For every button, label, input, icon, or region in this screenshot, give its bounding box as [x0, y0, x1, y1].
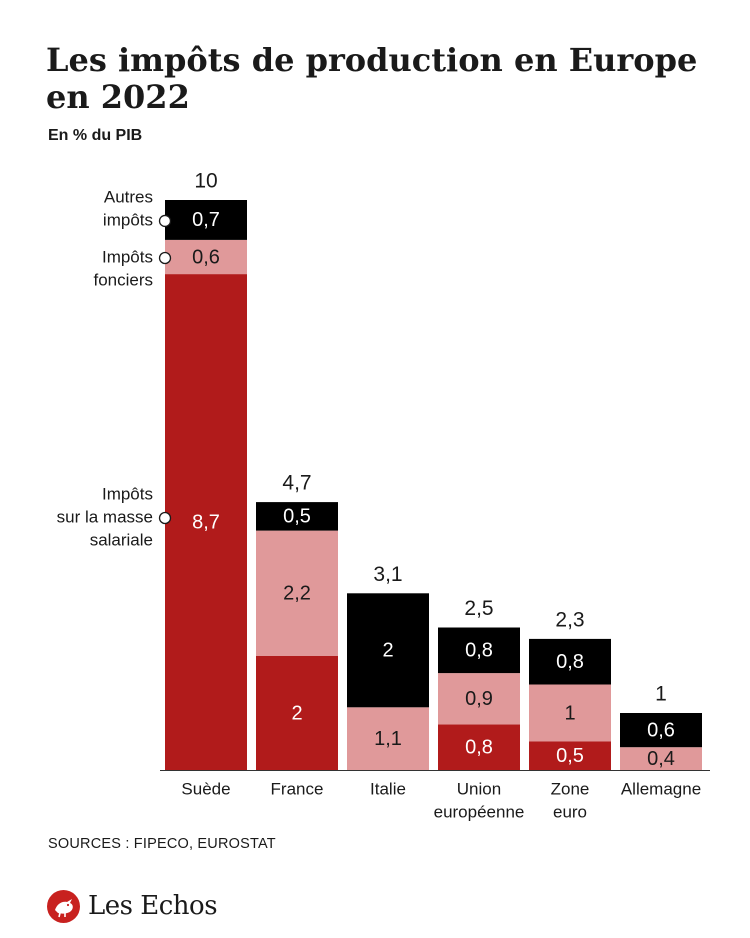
bar-segment [529, 638, 611, 685]
total-label: 2,3 [555, 608, 584, 631]
bar-segment [529, 741, 611, 770]
segment-label: 1 [564, 702, 575, 724]
bar-segment [256, 502, 338, 531]
bar-segment [620, 713, 702, 748]
total-label: 1 [655, 683, 667, 706]
category-label: européenne [434, 802, 525, 821]
segment-label: 0,5 [283, 506, 311, 528]
legend-label: Impôts [102, 247, 153, 266]
segment-label: 0,6 [192, 246, 220, 268]
bar-segment [438, 627, 520, 674]
segment-label: 0,8 [465, 736, 493, 758]
legend-label: salariale [90, 530, 153, 549]
legend-label: fonciers [93, 270, 153, 289]
bar-segment [165, 200, 247, 240]
legend-marker [158, 214, 172, 228]
category-label: France [271, 779, 324, 798]
segment-label: 2 [382, 640, 393, 662]
bar-segment [438, 673, 520, 725]
legend-label: impôts [103, 210, 153, 229]
segment-label: 0,8 [465, 640, 493, 662]
total-label: 3,1 [373, 563, 402, 586]
legend-label: sur la masse [57, 507, 153, 526]
total-label: 10 [194, 170, 217, 193]
chart-subtitle: En % du PIB [48, 127, 143, 144]
legend-marker [158, 251, 172, 265]
segment-label: 0,4 [647, 748, 675, 770]
bar-segment [529, 684, 611, 742]
segment-label: 2,2 [283, 583, 311, 605]
bar-segment [256, 530, 338, 656]
total-label: 2,5 [464, 597, 493, 620]
stacked-bar-chart: 8,7 0,6 0,7 10 Suède 2 2,2 0,5 4,7 France 1,1 2 3,1 I… [57, 170, 710, 821]
category-label: Zone [551, 779, 590, 798]
legend-label: Impôts [102, 484, 153, 503]
bar-segment [165, 274, 247, 770]
chart-title: Les impôts de production en Europe en 20… [46, 41, 698, 116]
bar-segment [347, 593, 429, 708]
segment-label: 8,7 [192, 511, 220, 533]
segment-label: 2 [291, 702, 302, 724]
category-label: Allemagne [621, 779, 701, 798]
legend-marker [158, 511, 172, 525]
rooster-icon [47, 890, 80, 923]
category-label: euro [553, 802, 587, 821]
sources-note: SOURCES : FIPECO, EUROSTAT [48, 836, 276, 852]
legend-label: Autres [104, 187, 153, 206]
bar-segment [438, 724, 520, 770]
segment-label: 0,9 [465, 688, 493, 710]
bar-segment [256, 656, 338, 770]
bar-segment [347, 707, 429, 770]
total-label: 4,7 [282, 472, 311, 495]
category-label: Italie [370, 779, 406, 798]
segment-label: 0,5 [556, 745, 584, 767]
bar-segment [620, 747, 702, 770]
segment-label: 0,8 [556, 651, 584, 673]
segment-label: 0,7 [192, 209, 220, 231]
category-label: Suède [181, 779, 230, 798]
bar-segment [165, 239, 247, 275]
segment-label: 1,1 [374, 728, 402, 750]
segment-label: 0,6 [647, 719, 675, 741]
category-label: Union [457, 779, 501, 798]
logo-text: Les Echos [88, 891, 218, 921]
